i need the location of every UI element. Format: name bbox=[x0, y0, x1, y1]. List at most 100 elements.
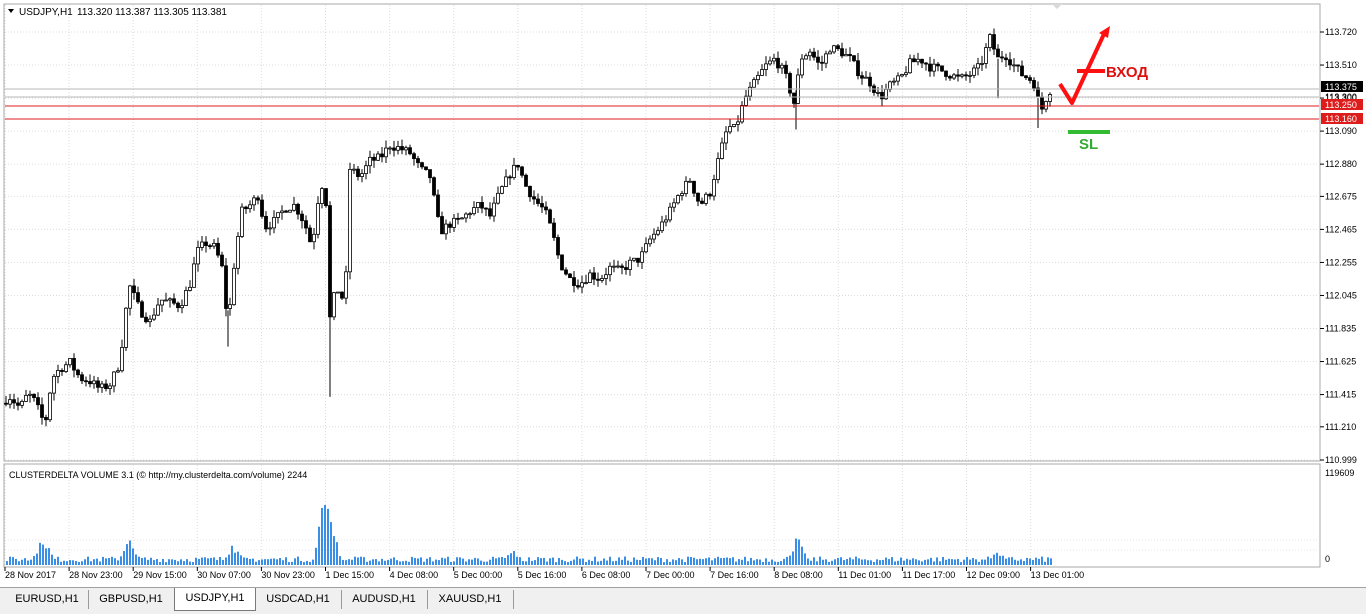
volume-bar bbox=[84, 559, 86, 565]
volume-bar bbox=[690, 557, 692, 565]
volume-bar bbox=[492, 556, 494, 565]
volume-bar bbox=[93, 559, 95, 565]
candle-body bbox=[452, 217, 456, 228]
volume-bar bbox=[723, 557, 725, 565]
volume-bar bbox=[711, 560, 713, 565]
volume-bar bbox=[606, 560, 608, 565]
candle-body bbox=[844, 54, 848, 57]
candle-body bbox=[344, 271, 348, 299]
candle-body bbox=[856, 60, 860, 77]
candle-body bbox=[748, 86, 752, 97]
candle-body bbox=[64, 364, 68, 372]
candle-body bbox=[980, 63, 984, 65]
level-tag-upper: 113.250 bbox=[1321, 99, 1363, 110]
volume-bar bbox=[267, 559, 269, 565]
volume-bar bbox=[306, 560, 308, 565]
price-axis: 113.720 113.510 113.300 113.090 112.880 112.6… bbox=[1320, 27, 1357, 465]
tab-usdjpy[interactable]: USDJPY,H1 bbox=[174, 588, 256, 611]
volume-bar bbox=[981, 559, 983, 565]
volume-bar bbox=[447, 556, 449, 565]
volume-bar bbox=[90, 561, 92, 565]
volume-bar bbox=[1026, 557, 1028, 565]
chart-menu-icon[interactable] bbox=[8, 9, 14, 13]
volume-bar bbox=[144, 557, 146, 565]
candle-body bbox=[776, 57, 780, 69]
candle-body bbox=[688, 180, 692, 183]
candle-body bbox=[608, 265, 612, 276]
candle-body bbox=[512, 164, 516, 178]
candle-body bbox=[1032, 80, 1036, 89]
volume-bar bbox=[240, 555, 242, 565]
x-tick-label: 7 Dec 00:00 bbox=[646, 570, 695, 580]
volume-bar bbox=[201, 557, 203, 565]
tab-eurusd[interactable]: EURUSD,H1 bbox=[6, 590, 89, 609]
volume-bar bbox=[189, 561, 191, 565]
candle-body bbox=[392, 147, 396, 151]
candle-body bbox=[256, 197, 260, 201]
candle-body bbox=[696, 192, 700, 202]
volume-bar bbox=[774, 561, 776, 565]
candle-body bbox=[908, 58, 912, 74]
volume-bar bbox=[579, 558, 581, 565]
volume-bar bbox=[171, 559, 173, 565]
shift-marker-icon[interactable] bbox=[1052, 4, 1062, 9]
volume-bar bbox=[417, 558, 419, 565]
candle-body bbox=[952, 74, 956, 79]
volume-bar bbox=[642, 556, 644, 565]
volume-bar bbox=[534, 560, 536, 565]
candle-body bbox=[176, 302, 180, 309]
tab-xauusd[interactable]: XAUUSD,H1 bbox=[427, 590, 514, 609]
volume-bar bbox=[411, 556, 413, 565]
candle-body bbox=[280, 210, 284, 214]
volume-bar bbox=[342, 559, 344, 565]
volume-bar bbox=[1005, 558, 1007, 565]
candle-body bbox=[428, 169, 432, 179]
x-tick-label: 29 Nov 15:00 bbox=[133, 570, 187, 580]
volume-bar bbox=[834, 559, 836, 565]
x-tick-label: 8 Dec 08:00 bbox=[774, 570, 823, 580]
tab-usdcad[interactable]: USDCAD,H1 bbox=[255, 590, 342, 609]
volume-bar bbox=[879, 560, 881, 565]
volume-bar bbox=[867, 560, 869, 565]
volume-bar bbox=[192, 562, 194, 565]
y-tick-label: 113.300 bbox=[1325, 93, 1357, 103]
volume-bar bbox=[1014, 559, 1016, 565]
candle-body bbox=[704, 193, 708, 204]
volume-bar bbox=[315, 547, 317, 565]
candle-body bbox=[92, 380, 96, 385]
tab-gbpusd[interactable]: GBPUSD,H1 bbox=[88, 590, 175, 609]
volume-bar bbox=[504, 557, 506, 565]
candle-body bbox=[740, 104, 744, 123]
volume-bar bbox=[132, 548, 134, 565]
chart-tabs: EURUSD,H1 GBPUSD,H1 USDJPY,H1 USDCAD,H1 … bbox=[0, 587, 1366, 614]
candle-body bbox=[180, 305, 184, 309]
volume-bar bbox=[324, 505, 326, 565]
candle-body bbox=[888, 81, 892, 90]
volume-bar bbox=[660, 557, 662, 565]
candle-body bbox=[72, 358, 76, 371]
candle-body bbox=[212, 242, 216, 247]
volume-bar bbox=[942, 556, 944, 565]
candle-body bbox=[48, 392, 52, 421]
volume-bar bbox=[675, 560, 677, 565]
volume-bar bbox=[939, 561, 941, 565]
candle-body bbox=[1004, 57, 1008, 61]
candle-body bbox=[296, 203, 300, 215]
candle-body bbox=[716, 158, 720, 180]
candle-body bbox=[968, 74, 972, 77]
volume-bar bbox=[237, 551, 239, 565]
volume-bar bbox=[960, 562, 962, 565]
volume-bar bbox=[702, 559, 704, 565]
volume-bar bbox=[1032, 559, 1034, 565]
volume-bar bbox=[585, 561, 587, 565]
volume-bar bbox=[555, 562, 557, 565]
tab-audusd[interactable]: AUDUSD,H1 bbox=[341, 590, 428, 609]
candle-body bbox=[324, 188, 328, 207]
volume-bar bbox=[945, 559, 947, 565]
volume-bar bbox=[441, 557, 443, 565]
candle-body bbox=[700, 200, 704, 204]
volume-bar bbox=[927, 559, 929, 565]
candle-body bbox=[484, 207, 488, 210]
volume-bar bbox=[435, 559, 437, 565]
volume-bar bbox=[405, 560, 407, 565]
